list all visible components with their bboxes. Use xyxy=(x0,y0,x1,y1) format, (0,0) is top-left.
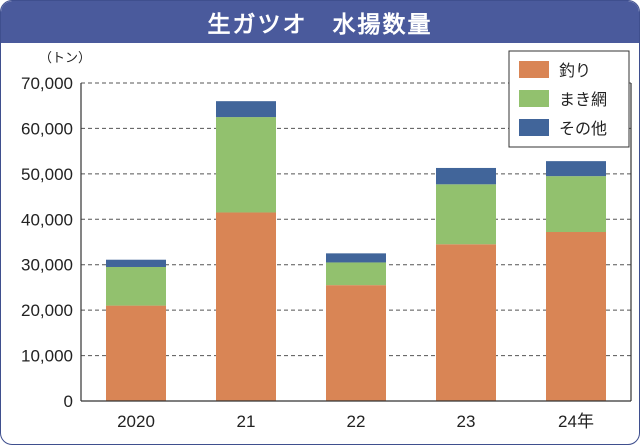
legend-swatch-1 xyxy=(519,90,549,107)
bar-segment-2 xyxy=(546,161,606,177)
bar-segment-1 xyxy=(216,117,276,213)
y-tick-label: 30,000 xyxy=(21,256,73,275)
bar-segment-0 xyxy=(546,232,606,401)
bar-segment-1 xyxy=(326,262,386,286)
bar-stack-2 xyxy=(326,253,386,401)
y-tick-label: 40,000 xyxy=(21,210,73,229)
x-tick-label: 2020 xyxy=(117,412,155,431)
x-tick-labels: 2020 21 22 23 24年 xyxy=(117,412,594,431)
bar-stack-3 xyxy=(436,167,496,401)
y-axis-unit-label: （トン） xyxy=(39,51,91,66)
legend-swatch-0 xyxy=(519,61,549,78)
bar-stack-4 xyxy=(546,161,606,401)
y-tick-label: 50,000 xyxy=(21,165,73,184)
bar-segment-2 xyxy=(106,259,166,267)
bar-segment-1 xyxy=(436,184,496,245)
bar-stack-1 xyxy=(216,101,276,401)
chart-title: 生ガツオ 水揚数量 xyxy=(207,12,433,38)
x-tick-label: 21 xyxy=(237,412,256,431)
bar-stack-0 xyxy=(106,259,166,401)
x-tick-label: 22 xyxy=(347,412,366,431)
legend-swatch-2 xyxy=(519,119,549,136)
title-bar: 生ガツオ 水揚数量 xyxy=(1,1,639,43)
y-tick-label: 70,000 xyxy=(21,74,73,93)
x-tick-label: 24年 xyxy=(558,412,594,431)
y-tick-labels: 0 10,000 20,000 30,000 40,000 50,000 60,000 70,… xyxy=(21,74,73,411)
legend-label-0: 釣り xyxy=(559,61,591,80)
y-tick-label: 60,000 xyxy=(21,119,73,138)
y-tick-label: 10,000 xyxy=(21,347,73,366)
bar-segment-2 xyxy=(326,253,386,263)
y-tick-label: 20,000 xyxy=(21,301,73,320)
legend-label-1: まき網 xyxy=(559,90,607,109)
bar-segment-2 xyxy=(216,101,276,118)
bar-segment-0 xyxy=(326,285,386,401)
bar-segment-1 xyxy=(106,266,166,306)
bar-segment-1 xyxy=(546,176,606,233)
bar-stacks xyxy=(106,101,606,401)
bar-segment-0 xyxy=(216,212,276,401)
axes xyxy=(80,83,632,402)
legend-label-2: その他 xyxy=(559,119,607,138)
x-tick-label: 23 xyxy=(457,412,476,431)
y-tick-label: 0 xyxy=(64,392,73,411)
bar-segment-0 xyxy=(106,305,166,401)
bar-segment-0 xyxy=(436,244,496,401)
bar-segment-2 xyxy=(436,167,496,185)
